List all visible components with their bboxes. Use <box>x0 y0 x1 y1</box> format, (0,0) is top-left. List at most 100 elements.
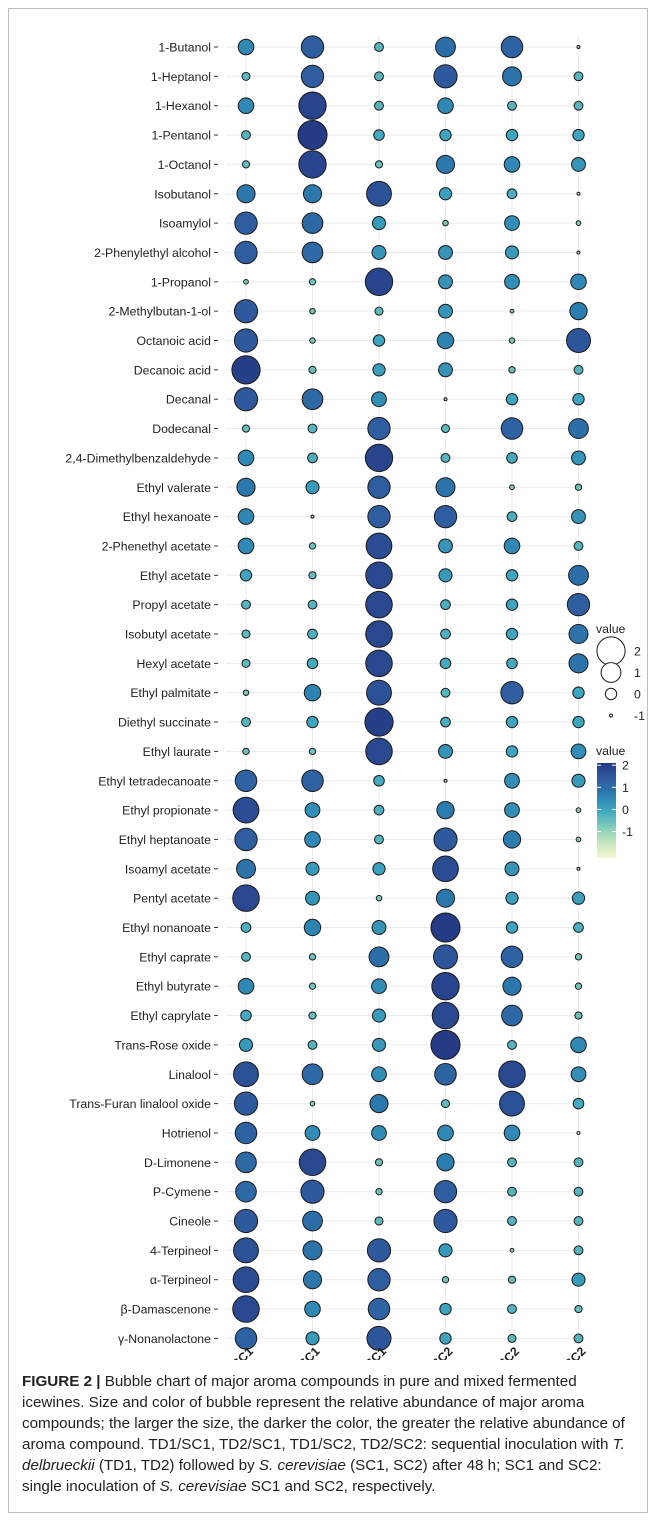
bubble <box>232 1266 260 1294</box>
bubble <box>307 599 318 610</box>
size-legend-circle <box>600 662 622 683</box>
caption-species-1: T. delbrueckii <box>22 1436 625 1474</box>
bubble <box>507 1157 517 1168</box>
bubble <box>371 1037 387 1052</box>
bubble <box>507 1216 517 1226</box>
y-tick-label: Linalool <box>169 1068 211 1082</box>
bubble <box>503 156 521 173</box>
bubble <box>575 807 582 813</box>
bubble <box>439 657 452 670</box>
bubble <box>233 328 259 353</box>
bubble <box>305 890 320 906</box>
bubble <box>433 1208 458 1234</box>
bubble <box>306 657 319 670</box>
bubble <box>506 452 518 464</box>
bubble <box>573 100 584 111</box>
y-tick-label: Trans-Rose oxide <box>114 1038 211 1052</box>
bubble <box>576 250 581 255</box>
bubble <box>233 1237 259 1264</box>
bubble <box>434 1063 457 1086</box>
bubble <box>438 743 453 759</box>
bubble <box>502 830 522 849</box>
bubble <box>436 331 455 350</box>
bubble <box>366 180 392 207</box>
x-tick-label: TD2/SC1 <box>277 1344 323 1360</box>
size-legend-label: -1 <box>634 709 645 723</box>
bubble <box>438 274 453 290</box>
caption-text-3: (SC1, SC2) after 48 h; SC1 and SC2: sing… <box>22 1457 602 1495</box>
bubble <box>566 328 591 353</box>
bubble <box>367 416 391 441</box>
bubble <box>435 888 456 908</box>
y-tick-label: Ethyl butyrate <box>136 980 211 994</box>
y-tick-label: 1-Octanol <box>158 158 211 172</box>
bubble <box>568 624 589 644</box>
bubble <box>373 129 385 141</box>
size-legend-circle <box>596 636 626 666</box>
bubble <box>373 774 385 787</box>
bubble <box>234 827 258 852</box>
y-tick-label: P-Cymene <box>153 1185 211 1199</box>
bubble <box>504 802 520 818</box>
y-tick-label: 1-Butanol <box>158 41 211 55</box>
bubble <box>504 772 520 789</box>
y-tick-label: Isobutyl acetate <box>125 628 211 642</box>
bubble <box>572 1097 585 1110</box>
bubble <box>372 363 386 377</box>
bubble <box>438 1243 453 1258</box>
bubble <box>571 773 586 788</box>
bubble <box>301 1063 324 1086</box>
bubble <box>235 1151 257 1174</box>
bubble <box>372 334 386 347</box>
y-tick-label: β-Damascenone <box>121 1303 212 1317</box>
bubble <box>307 452 318 464</box>
bubble <box>505 745 519 758</box>
bubble <box>237 508 255 525</box>
bubble <box>369 1094 389 1114</box>
figure-frame <box>8 8 648 1513</box>
bubble <box>302 1210 323 1232</box>
bubble <box>240 922 252 933</box>
bubble <box>233 1061 259 1088</box>
bubble <box>442 219 449 227</box>
bubble <box>440 599 451 611</box>
bubble <box>302 1240 323 1261</box>
bubble <box>573 1245 584 1256</box>
bubble <box>433 1179 458 1204</box>
bubble <box>241 717 251 727</box>
size-legend-label: 2 <box>634 645 641 659</box>
bubble <box>303 683 322 702</box>
y-tick-label: 1-Pentanol <box>152 129 211 143</box>
bubble <box>374 42 384 52</box>
bubble <box>500 945 524 969</box>
bubble <box>301 241 324 264</box>
color-legend-bar <box>597 763 616 858</box>
bubble <box>374 834 384 845</box>
bubble <box>375 894 383 902</box>
bubble <box>232 1295 260 1323</box>
bubble <box>576 191 581 196</box>
bubble <box>571 891 586 905</box>
bubble <box>367 1268 391 1292</box>
bubble <box>574 1304 583 1314</box>
bubble <box>365 649 393 678</box>
size-legend-circle <box>609 713 613 718</box>
y-tick-label: Ethyl propionate <box>122 804 211 818</box>
bubble <box>499 1090 525 1117</box>
bubble <box>502 66 522 87</box>
bubble <box>443 397 448 402</box>
bubble <box>310 514 315 519</box>
bubble <box>242 747 250 756</box>
bubble <box>374 1216 384 1226</box>
bubble <box>505 393 519 406</box>
bubble <box>302 1270 323 1290</box>
bubble <box>234 211 258 235</box>
bubble <box>439 1302 452 1316</box>
bubble <box>572 393 585 406</box>
x-tick-label: SC2 <box>562 1344 589 1360</box>
bubble <box>505 569 519 582</box>
bubble <box>571 450 586 466</box>
bubble <box>505 128 519 142</box>
y-tick-label: Isoamyl acetate <box>125 862 211 876</box>
